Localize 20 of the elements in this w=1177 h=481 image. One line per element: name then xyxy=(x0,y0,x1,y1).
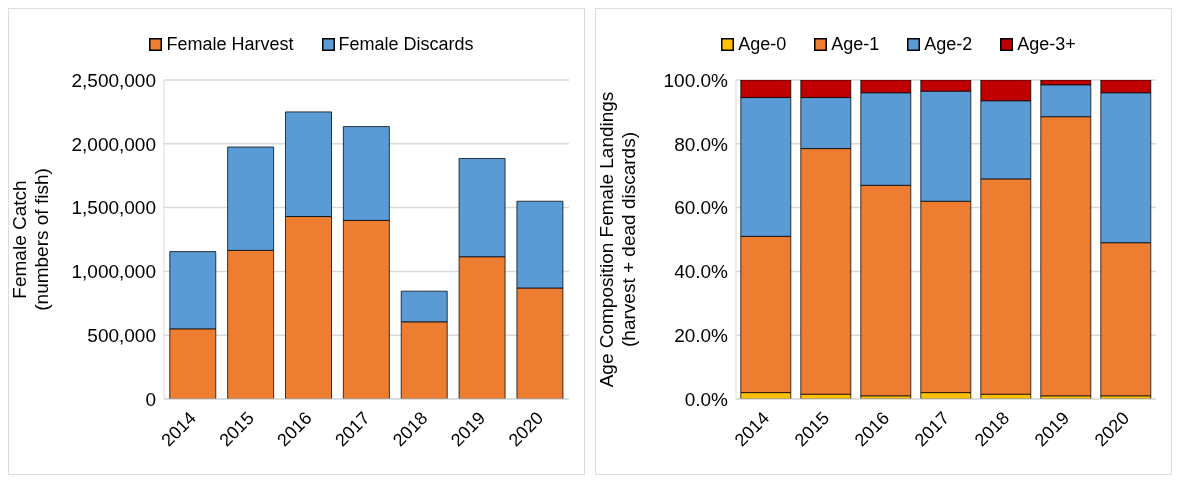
y-tick-label: 500,000 xyxy=(87,324,156,346)
y-tick-label: 60.0% xyxy=(674,197,729,219)
legend-label: Female Harvest xyxy=(166,34,294,55)
y-axis-title: Age Composition Female Landings (harvest + dead discards) xyxy=(596,91,639,388)
legend-label: Age-1 xyxy=(831,34,880,55)
legend-label: Age-2 xyxy=(924,34,973,55)
legend-label: Age-3+ xyxy=(1017,34,1076,55)
legend-label: Female Discards xyxy=(338,34,474,55)
y-tick-label: 40.0% xyxy=(674,261,729,283)
legend-label: Age-0 xyxy=(738,34,787,55)
y-tick-label: 2,000,000 xyxy=(71,133,156,155)
y-tick-label: 80.0% xyxy=(674,133,729,155)
y-tick-label: 2,500,000 xyxy=(71,69,156,91)
y-tick-label: 1,500,000 xyxy=(71,197,156,219)
y-tick-label: 20.0% xyxy=(674,324,729,346)
y-tick-label: 0.0% xyxy=(684,388,729,410)
y-axis-title: Female Catch (numbers of fish) xyxy=(9,168,52,311)
y-tick-label: 0 xyxy=(145,388,156,410)
y-tick-label: 100.0% xyxy=(663,69,729,91)
y-tick-label: 1,000,000 xyxy=(71,261,156,283)
